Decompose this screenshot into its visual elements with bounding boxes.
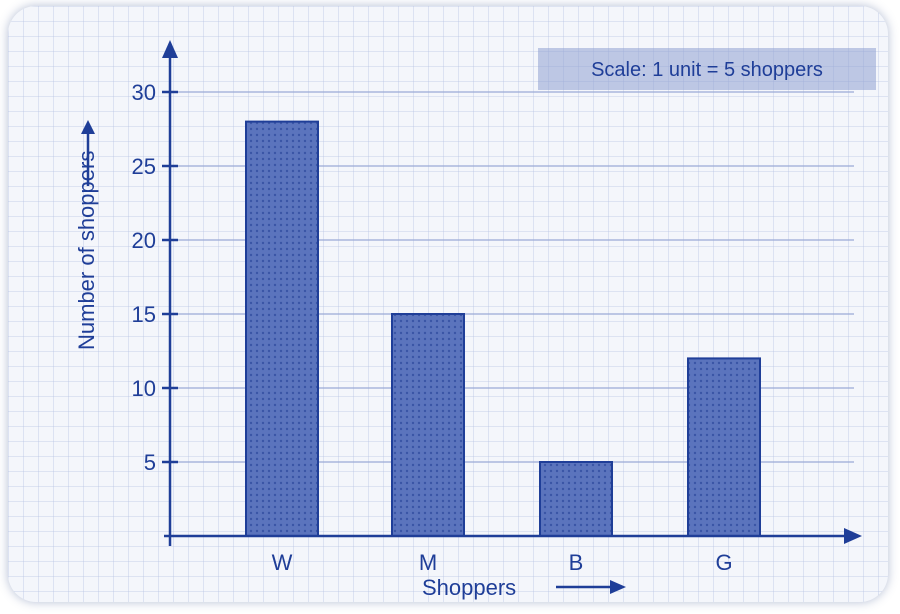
bar-G: [687, 357, 761, 537]
chart-card: 5 10 15 20 25 30 W M B G Number of shoppers Shop…: [8, 6, 888, 602]
x-category-label-B: B: [569, 550, 584, 575]
scale-note-box: [538, 48, 876, 90]
y-axis-title-arrow: [81, 120, 95, 186]
y-tick-label-5: 5: [144, 450, 156, 475]
y-tick-label-10: 10: [132, 376, 156, 401]
scale-note: Scale: 1 unit = 5 shoppers: [591, 59, 823, 81]
x-category-label-G: G: [715, 550, 732, 575]
y-tick-label-20: 20: [132, 228, 156, 253]
x-category-label-M: M: [419, 550, 437, 575]
y-tick-label-25: 25: [132, 154, 156, 179]
y-axis-title: Number of shoppers: [74, 151, 99, 350]
x-axis-title-arrow: [556, 580, 626, 594]
bar-chart: 5 10 15 20 25 30 W M B G Number of shoppers Shop…: [8, 6, 888, 602]
bar-B: [539, 461, 613, 537]
bars-group: [245, 120, 761, 537]
x-category-label-W: W: [272, 550, 293, 575]
y-axis-arrowhead: [162, 40, 178, 58]
y-tick-labels: 5 10 15 20 25 30: [132, 80, 156, 475]
axes-group: [162, 40, 862, 546]
bar-W: [245, 120, 319, 537]
y-tick-label-30: 30: [132, 80, 156, 105]
bar-M: [391, 313, 465, 537]
y-tick-label-15: 15: [132, 302, 156, 327]
x-axis-arrowhead: [844, 528, 862, 544]
x-axis-title: Shoppers: [422, 575, 516, 600]
